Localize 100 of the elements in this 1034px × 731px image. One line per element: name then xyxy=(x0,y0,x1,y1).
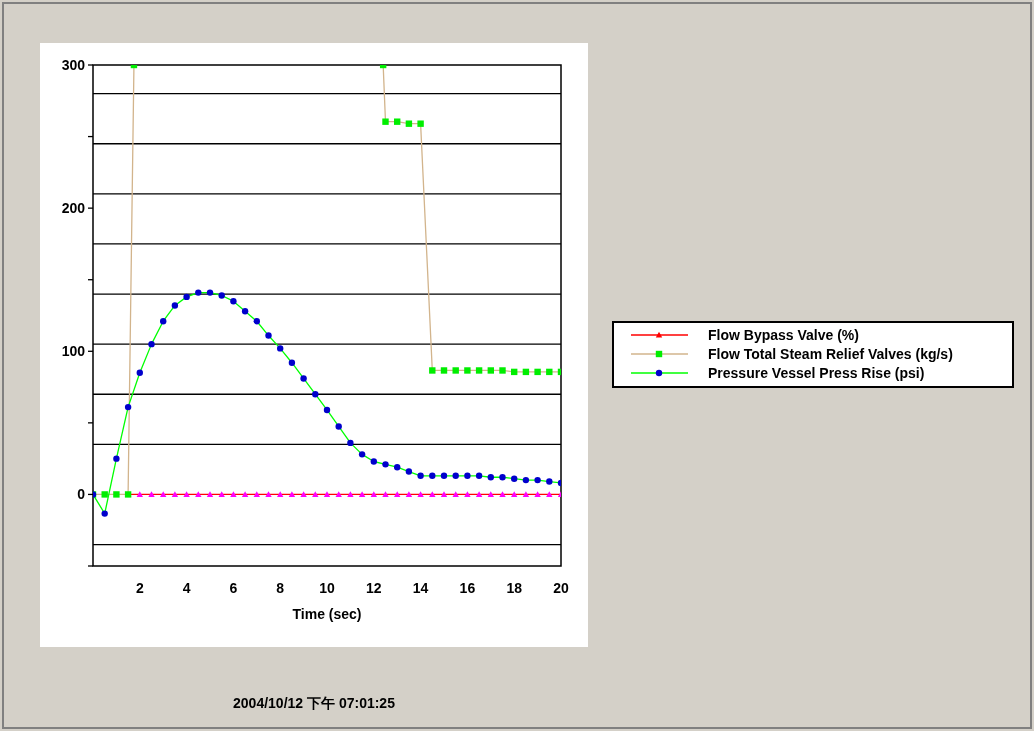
point xyxy=(195,491,202,497)
point xyxy=(534,476,541,484)
point xyxy=(382,491,389,497)
point xyxy=(475,472,483,480)
point xyxy=(546,478,553,485)
point xyxy=(277,345,284,352)
point xyxy=(101,491,108,498)
point xyxy=(394,118,401,125)
legend-label: Flow Bypass Valve (%) xyxy=(708,327,859,343)
x-tick-label: 14 xyxy=(412,580,429,596)
point xyxy=(394,464,401,471)
x-tick-label: 20 xyxy=(553,580,569,596)
point xyxy=(277,491,284,497)
point xyxy=(148,340,155,348)
point xyxy=(288,491,296,497)
point xyxy=(394,491,401,497)
point xyxy=(113,491,120,498)
point xyxy=(475,367,483,374)
point xyxy=(429,491,436,497)
point xyxy=(429,472,436,480)
point xyxy=(405,120,413,127)
point xyxy=(312,391,319,398)
point xyxy=(124,403,132,411)
y-tick-label: 200 xyxy=(61,200,86,217)
point xyxy=(452,472,459,480)
point xyxy=(206,491,214,497)
x-tick-label: 18 xyxy=(506,580,523,596)
point xyxy=(171,491,179,497)
point xyxy=(183,293,190,301)
point xyxy=(113,455,120,462)
point xyxy=(382,118,389,125)
text: 2004/10/12 下午 07:01:25 xyxy=(233,695,396,711)
point xyxy=(241,491,249,497)
point xyxy=(241,308,249,315)
point xyxy=(464,491,471,497)
point xyxy=(440,472,448,480)
point xyxy=(347,491,354,497)
x-tick-label: 16 xyxy=(459,580,476,596)
x-tick-label: 8 xyxy=(276,580,285,596)
point xyxy=(218,292,225,299)
point xyxy=(487,491,494,497)
point xyxy=(160,491,167,497)
point xyxy=(335,491,342,497)
x-tick-label: 12 xyxy=(366,580,382,596)
point xyxy=(534,368,541,376)
x-axis-title: Time (sec) xyxy=(292,606,362,622)
point xyxy=(358,451,366,458)
point xyxy=(148,491,155,497)
point xyxy=(546,368,553,376)
point xyxy=(417,491,424,497)
point xyxy=(160,318,167,325)
point xyxy=(382,461,389,468)
point xyxy=(206,289,214,296)
point xyxy=(136,369,143,376)
point xyxy=(136,491,143,497)
x-tick-label: 6 xyxy=(229,580,238,596)
point xyxy=(405,491,413,497)
point xyxy=(300,491,307,497)
point xyxy=(499,367,506,374)
point xyxy=(440,367,448,374)
point xyxy=(171,302,179,309)
point xyxy=(429,367,436,374)
point xyxy=(195,289,202,296)
legend-label: Pressure Vessel Press Rise (psi) xyxy=(708,365,925,381)
x-tick-label: 10 xyxy=(319,580,335,596)
point xyxy=(230,491,237,497)
point xyxy=(253,491,260,497)
y-tick-label: 0 xyxy=(77,486,86,503)
point xyxy=(464,367,471,374)
point xyxy=(464,472,471,480)
y-tick-label: 100 xyxy=(61,343,86,360)
point xyxy=(475,491,483,497)
point xyxy=(288,359,296,366)
point xyxy=(300,375,307,382)
point xyxy=(499,474,506,481)
point xyxy=(511,475,518,482)
point xyxy=(347,439,354,447)
point xyxy=(546,491,553,497)
point xyxy=(534,491,541,497)
point xyxy=(265,491,272,497)
legend-label: Flow Total Steam Relief Valves (kg/s) xyxy=(708,346,953,362)
point xyxy=(499,491,506,497)
point xyxy=(323,491,331,497)
point xyxy=(417,120,424,127)
point xyxy=(487,367,494,374)
point xyxy=(522,476,530,484)
point xyxy=(323,406,331,414)
point xyxy=(230,297,237,305)
point xyxy=(358,491,366,497)
point xyxy=(253,318,260,325)
point xyxy=(452,491,459,497)
y-tick-label: 300 xyxy=(61,57,86,73)
x-tick-label: 2 xyxy=(135,580,144,596)
point xyxy=(511,491,518,497)
point xyxy=(417,472,424,480)
point xyxy=(183,491,190,497)
point xyxy=(218,491,225,497)
point xyxy=(452,367,459,374)
x-tick-label: 4 xyxy=(182,580,191,596)
point xyxy=(101,510,108,517)
